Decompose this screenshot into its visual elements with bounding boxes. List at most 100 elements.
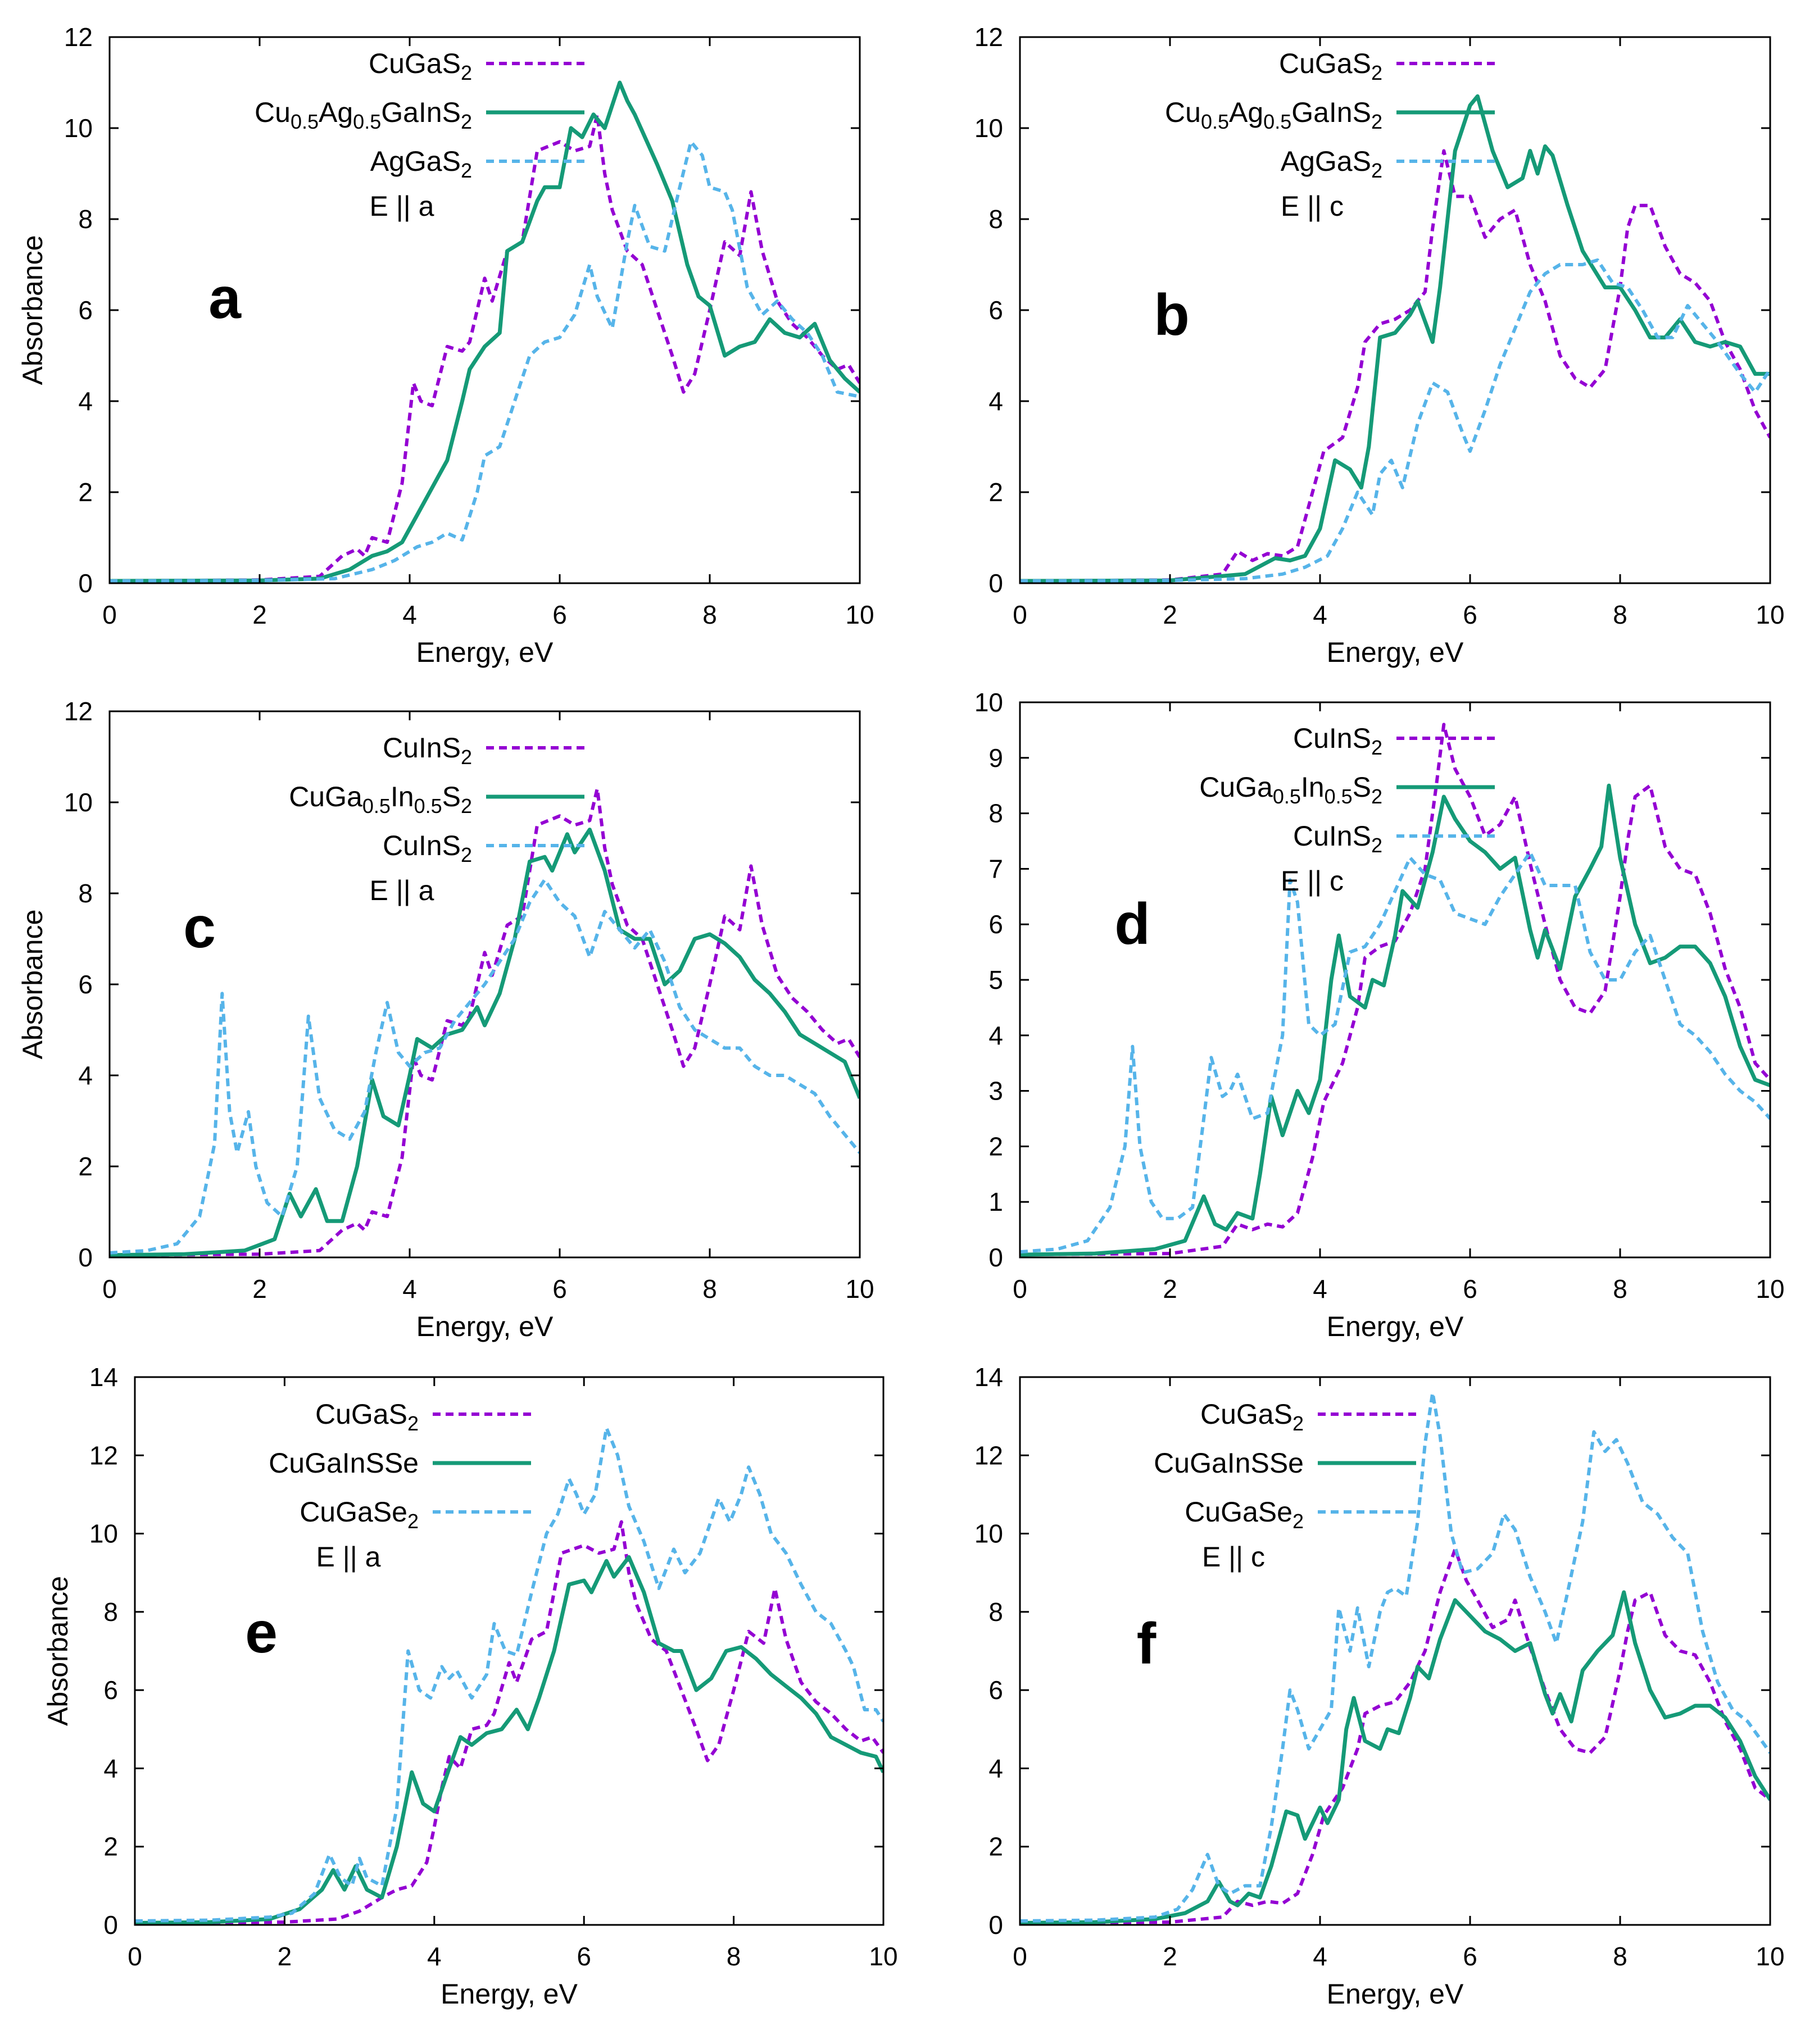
y-tick-label-d-5: 5 — [988, 965, 1003, 994]
legend-label-d-1: CuGa0.5In0.5S2 — [1199, 771, 1382, 808]
y-tick-label-c-6: 12 — [64, 697, 93, 726]
legend-label-f-0: CuGaS2 — [1200, 1398, 1304, 1435]
annotation-a: E || a — [370, 190, 434, 222]
y-tick-label-a-1: 2 — [78, 478, 93, 507]
legend-label-d-1-part-5: 2 — [1371, 785, 1382, 808]
y-tick-label-d-10: 10 — [974, 688, 1003, 717]
legend-label-b-2-part-1: 2 — [1371, 159, 1382, 182]
series-line-c-0 — [110, 787, 860, 1257]
x-tick-label-a-1: 2 — [252, 600, 267, 629]
x-tick-label-f-5: 10 — [1756, 1942, 1784, 1971]
y-tick-label-a-6: 12 — [64, 22, 93, 52]
legend-label-e-1-part-0: CuGaInSSe — [269, 1447, 419, 1479]
y-axis-title-c: Absorbance — [17, 910, 48, 1060]
y-tick-label-d-4: 4 — [988, 1021, 1003, 1050]
legend-label-b-0-part-1: 2 — [1371, 61, 1382, 84]
x-tick-label-c-1: 2 — [252, 1274, 267, 1303]
x-tick-label-b-4: 8 — [1613, 600, 1627, 629]
x-axis-title-c: Energy, eV — [416, 1311, 554, 1342]
legend-label-b-1-part-2: Ag — [1229, 97, 1263, 128]
x-tick-label-d-0: 0 — [1013, 1274, 1027, 1303]
x-axis-title-a: Energy, eV — [416, 637, 554, 668]
legend-label-b-1-part-3: 0.5 — [1263, 110, 1291, 133]
legend-label-a-1-part-4: GaInS — [381, 97, 461, 128]
legend-label-c-1-part-5: 2 — [461, 794, 472, 817]
plot-frame-f — [1019, 1376, 1771, 1926]
series-line-d-1 — [1020, 783, 1770, 1257]
y-tick-label-e-0: 0 — [103, 1910, 118, 1939]
series-line-d-0 — [1020, 723, 1770, 1257]
y-tick-label-b-2: 4 — [988, 387, 1003, 416]
x-tick-label-c-5: 10 — [845, 1274, 874, 1303]
annotation-c: E || a — [370, 875, 434, 906]
x-tick-label-d-4: 8 — [1613, 1274, 1627, 1303]
panel-letter-a: a — [208, 266, 242, 331]
x-tick-label-f-2: 4 — [1313, 1942, 1327, 1971]
y-tick-label-e-3: 6 — [103, 1675, 118, 1705]
legend-label-e-2-part-0: CuGaSe — [300, 1496, 407, 1528]
x-tick-label-d-5: 10 — [1756, 1274, 1784, 1303]
annotation-f: E || c — [1202, 1541, 1265, 1573]
legend-label-a-1-part-1: 0.5 — [291, 110, 319, 133]
legend-label-d-2-part-0: CuInS — [1293, 820, 1371, 852]
y-tick-label-b-1: 2 — [988, 478, 1003, 507]
x-tick-label-f-0: 0 — [1013, 1942, 1027, 1971]
y-tick-label-c-3: 6 — [78, 970, 93, 999]
panel-letter-b: b — [1154, 283, 1190, 348]
x-tick-label-a-4: 8 — [702, 600, 717, 629]
series-line-a-2 — [110, 140, 860, 583]
x-tick-label-e-0: 0 — [128, 1942, 142, 1971]
legend-label-d-1-part-3: 0.5 — [1325, 785, 1353, 808]
legend-label-b-1: Cu0.5Ag0.5GaInS2 — [1165, 97, 1382, 133]
legend-label-b-2: AgGaS2 — [1281, 146, 1382, 182]
legend-label-c-2-part-1: 2 — [461, 843, 472, 866]
legend-label-b-0: CuGaS2 — [1279, 48, 1382, 84]
legend-label-d-0: CuInS2 — [1293, 723, 1382, 759]
series-line-b-1 — [1020, 94, 1770, 583]
y-tick-label-f-0: 0 — [988, 1910, 1003, 1939]
series-line-e-0 — [135, 1520, 883, 1925]
x-tick-label-a-2: 4 — [402, 600, 417, 629]
legend-label-a-0: CuGaS2 — [369, 48, 472, 84]
y-tick-label-f-4: 8 — [988, 1597, 1003, 1627]
panel-c: 0 2 4 6 8 10 0 2 4 6 8 10 12 Energy, eV Absorbance CuIn… — [17, 697, 874, 1342]
x-tick-label-c-2: 4 — [402, 1274, 417, 1303]
y-axis-title-a: Absorbance — [17, 235, 48, 385]
y-tick-label-b-0: 0 — [988, 569, 1003, 598]
panel-letter-c: c — [183, 895, 216, 960]
legend-label-e-2-part-1: 2 — [407, 1510, 419, 1533]
legend-label-e-0-part-0: CuGaS — [315, 1398, 407, 1430]
legend-label-b-2-part-0: AgGaS — [1281, 146, 1371, 177]
y-tick-label-d-2: 2 — [988, 1132, 1003, 1161]
y-tick-label-f-2: 4 — [988, 1754, 1003, 1783]
x-tick-label-d-3: 6 — [1463, 1274, 1477, 1303]
legend-label-d-1-part-2: In — [1301, 771, 1325, 803]
legend-label-a-2-part-1: 2 — [461, 159, 472, 182]
x-tick-label-a-0: 0 — [102, 600, 117, 629]
y-tick-label-c-2: 4 — [78, 1061, 93, 1090]
x-axis-title-e: Energy, eV — [441, 1978, 578, 2010]
legend-label-e-2: CuGaSe2 — [300, 1496, 419, 1533]
legend-label-b-1-part-1: 0.5 — [1201, 110, 1229, 133]
legend-label-d-2-part-1: 2 — [1371, 834, 1382, 857]
y-tick-label-d-8: 8 — [988, 799, 1003, 828]
series-line-a-1 — [110, 80, 860, 583]
panel-letter-f: f — [1137, 1611, 1157, 1677]
x-tick-label-c-3: 6 — [552, 1274, 567, 1303]
legend-label-a-1: Cu0.5Ag0.5GaInS2 — [255, 97, 472, 133]
panel-letter-e: e — [245, 1600, 278, 1665]
legend-label-c-1-part-0: CuGa — [289, 781, 362, 812]
annotation-d: E || c — [1281, 865, 1344, 897]
y-tick-label-c-4: 8 — [78, 879, 93, 908]
legend-label-e-0: CuGaS2 — [315, 1398, 419, 1435]
x-axis-title-d: Energy, eV — [1327, 1311, 1464, 1342]
y-tick-label-b-3: 6 — [988, 296, 1003, 325]
x-tick-label-f-3: 6 — [1463, 1942, 1477, 1971]
legend-label-a-2: AgGaS2 — [370, 146, 472, 182]
legend-label-f-1-part-0: CuGaInSSe — [1154, 1447, 1304, 1479]
y-axis-title-e: Absorbance — [42, 1576, 74, 1726]
